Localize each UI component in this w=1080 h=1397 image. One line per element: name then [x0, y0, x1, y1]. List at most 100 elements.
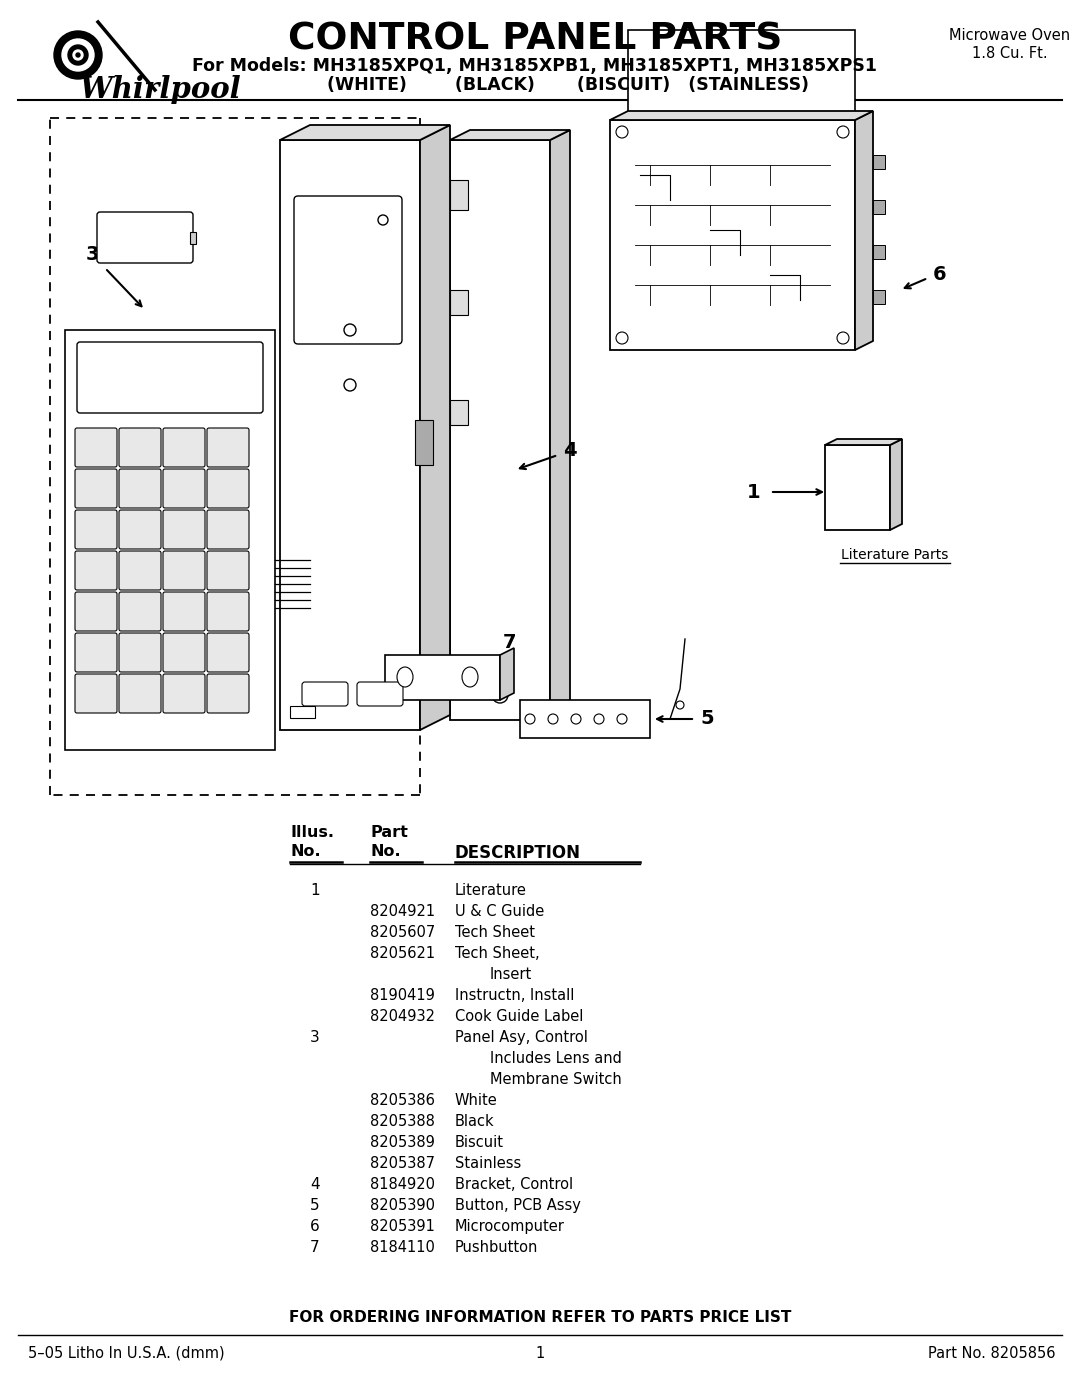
Polygon shape	[384, 655, 500, 700]
FancyBboxPatch shape	[207, 673, 249, 712]
FancyBboxPatch shape	[119, 673, 161, 712]
Text: DESCRIPTION: DESCRIPTION	[455, 844, 581, 862]
Text: 5: 5	[700, 710, 714, 728]
FancyBboxPatch shape	[163, 592, 205, 631]
Polygon shape	[420, 124, 450, 731]
Circle shape	[62, 39, 94, 71]
Text: Membrane Switch: Membrane Switch	[490, 1071, 622, 1087]
FancyBboxPatch shape	[163, 633, 205, 672]
FancyBboxPatch shape	[163, 550, 205, 590]
Text: Black: Black	[455, 1113, 495, 1129]
FancyBboxPatch shape	[75, 469, 117, 509]
FancyBboxPatch shape	[119, 427, 161, 467]
Text: Literature Parts: Literature Parts	[841, 548, 948, 562]
FancyBboxPatch shape	[119, 633, 161, 672]
Text: No.: No.	[291, 844, 321, 859]
Polygon shape	[450, 130, 570, 140]
FancyBboxPatch shape	[119, 510, 161, 549]
FancyBboxPatch shape	[119, 469, 161, 509]
Text: Stainless: Stainless	[455, 1155, 522, 1171]
Text: 8190419: 8190419	[370, 988, 435, 1003]
Circle shape	[676, 701, 684, 710]
FancyBboxPatch shape	[119, 550, 161, 590]
FancyBboxPatch shape	[163, 427, 205, 467]
FancyBboxPatch shape	[75, 510, 117, 549]
Bar	[873, 291, 885, 305]
Polygon shape	[500, 648, 514, 700]
Text: 3: 3	[85, 246, 98, 264]
Text: 1: 1	[746, 482, 760, 502]
FancyBboxPatch shape	[119, 592, 161, 631]
Circle shape	[378, 215, 388, 225]
Text: Instructn, Install: Instructn, Install	[455, 988, 575, 1003]
FancyBboxPatch shape	[302, 682, 348, 705]
Polygon shape	[280, 140, 420, 731]
FancyBboxPatch shape	[207, 469, 249, 509]
FancyBboxPatch shape	[163, 510, 205, 549]
FancyBboxPatch shape	[75, 427, 117, 467]
FancyBboxPatch shape	[357, 682, 403, 705]
Text: White: White	[455, 1092, 498, 1108]
Circle shape	[617, 714, 627, 724]
FancyBboxPatch shape	[207, 427, 249, 467]
Text: Part: Part	[370, 826, 408, 840]
Text: Includes Lens and: Includes Lens and	[490, 1051, 622, 1066]
Text: 7: 7	[310, 1241, 320, 1255]
Text: Pushbutton: Pushbutton	[455, 1241, 538, 1255]
Polygon shape	[550, 130, 570, 719]
Circle shape	[616, 332, 627, 344]
Bar	[873, 244, 885, 258]
FancyBboxPatch shape	[294, 196, 402, 344]
Polygon shape	[65, 330, 275, 750]
Text: 4: 4	[563, 440, 577, 460]
Polygon shape	[825, 439, 902, 446]
Ellipse shape	[397, 666, 413, 687]
Circle shape	[345, 379, 356, 391]
Text: 8205388: 8205388	[370, 1113, 435, 1129]
Circle shape	[54, 31, 102, 80]
Text: Part No. 8205856: Part No. 8205856	[928, 1345, 1055, 1361]
Text: 8205607: 8205607	[370, 925, 435, 940]
Text: 8205389: 8205389	[370, 1134, 435, 1150]
Text: 6: 6	[310, 1220, 320, 1234]
Text: 8184110: 8184110	[370, 1241, 435, 1255]
Text: 8184920: 8184920	[370, 1178, 435, 1192]
Text: 8204932: 8204932	[370, 1009, 435, 1024]
Text: Illus.: Illus.	[291, 826, 334, 840]
Text: 8205390: 8205390	[370, 1199, 435, 1213]
Text: Button, PCB Assy: Button, PCB Assy	[455, 1199, 581, 1213]
Circle shape	[837, 126, 849, 138]
Polygon shape	[825, 446, 890, 529]
Polygon shape	[450, 400, 468, 425]
Circle shape	[73, 50, 83, 60]
Bar	[873, 200, 885, 214]
FancyBboxPatch shape	[207, 592, 249, 631]
Polygon shape	[610, 110, 873, 120]
Text: 4: 4	[310, 1178, 320, 1192]
Text: U & C Guide: U & C Guide	[455, 904, 544, 919]
Circle shape	[571, 714, 581, 724]
Circle shape	[525, 714, 535, 724]
Text: 1.8 Cu. Ft.: 1.8 Cu. Ft.	[972, 46, 1048, 61]
Circle shape	[837, 332, 849, 344]
Text: CONTROL PANEL PARTS: CONTROL PANEL PARTS	[287, 22, 782, 59]
Text: Tech Sheet: Tech Sheet	[455, 925, 535, 940]
Circle shape	[345, 324, 356, 337]
Text: 8205391: 8205391	[370, 1220, 435, 1234]
Text: Literature: Literature	[455, 883, 527, 898]
FancyBboxPatch shape	[207, 633, 249, 672]
Circle shape	[548, 714, 558, 724]
Text: Bracket, Control: Bracket, Control	[455, 1178, 573, 1192]
Text: 1: 1	[310, 883, 320, 898]
Circle shape	[76, 53, 80, 57]
Text: Insert: Insert	[490, 967, 532, 982]
FancyBboxPatch shape	[75, 592, 117, 631]
Text: 5: 5	[310, 1199, 320, 1213]
Text: (WHITE)        (BLACK)       (BISCUIT)   (STAINLESS): (WHITE) (BLACK) (BISCUIT) (STAINLESS)	[261, 75, 809, 94]
Text: Microcomputer: Microcomputer	[455, 1220, 565, 1234]
FancyBboxPatch shape	[77, 342, 264, 414]
FancyBboxPatch shape	[75, 550, 117, 590]
Bar	[291, 705, 315, 718]
Text: 5–05 Litho In U.S.A. (dmm): 5–05 Litho In U.S.A. (dmm)	[28, 1345, 225, 1361]
Polygon shape	[450, 291, 468, 314]
